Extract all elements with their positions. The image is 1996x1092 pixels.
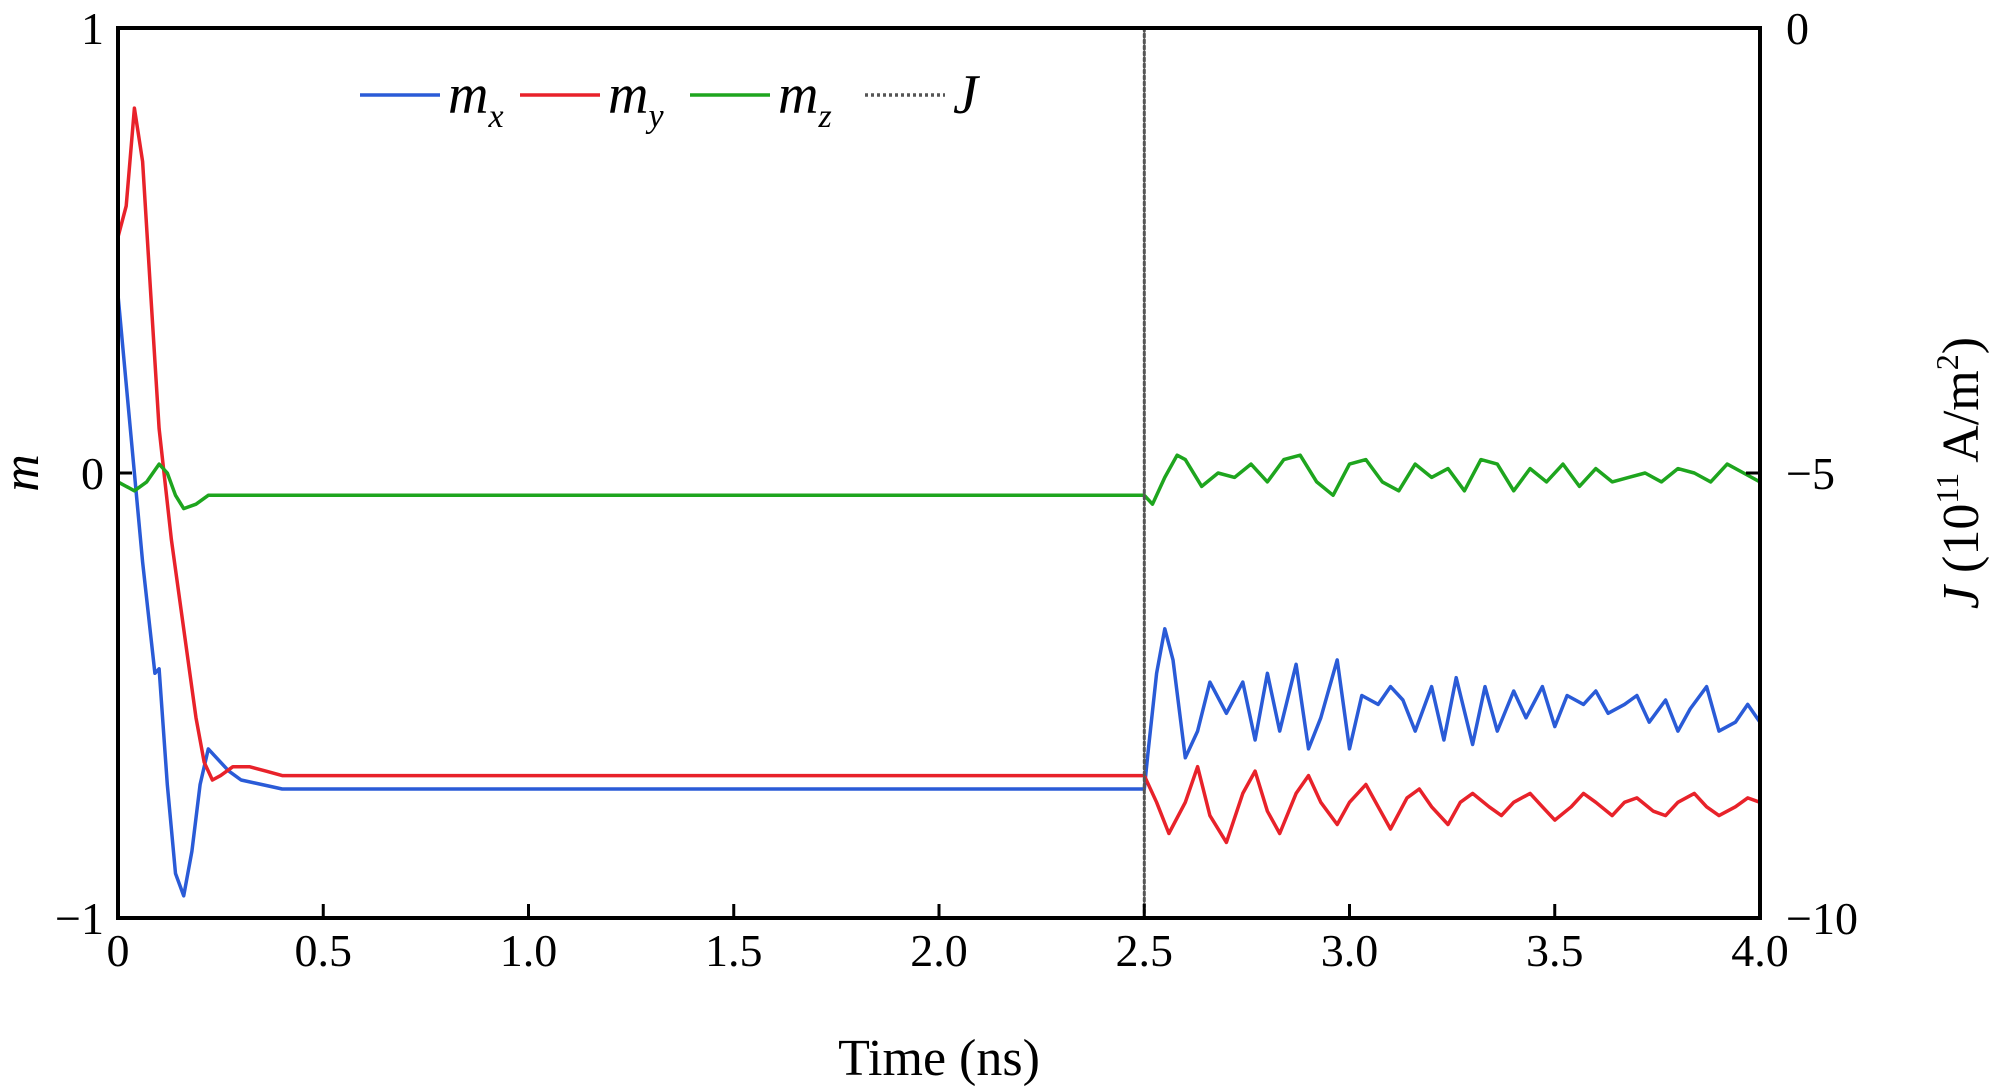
y-right-tick-label: −10 bbox=[1786, 893, 1858, 944]
ticks-layer bbox=[116, 26, 1762, 920]
y-tick-label: 1 bbox=[81, 3, 104, 54]
legend: mx my mz J bbox=[360, 64, 981, 135]
y-right-axis-title: J (1011 A/m2) bbox=[1929, 337, 1990, 609]
y-axis-title: m bbox=[0, 454, 50, 492]
series-line-mz bbox=[116, 453, 1762, 511]
y-right-title-unit-exp: 2 bbox=[1929, 354, 1965, 370]
y-tick-label: 0 bbox=[81, 448, 104, 499]
series-layer bbox=[116, 26, 1762, 920]
plot-frame bbox=[116, 26, 1762, 920]
x-tick-label: 3.0 bbox=[1321, 925, 1379, 976]
series-line-mx bbox=[116, 293, 1762, 898]
y-right-tick-label: 0 bbox=[1786, 3, 1809, 54]
x-tick-label: 4.0 bbox=[1731, 925, 1789, 976]
x-tick-label: 0 bbox=[107, 925, 130, 976]
x-tick-label: 2.5 bbox=[1116, 925, 1174, 976]
tick-labels-layer: 0 0.5 1.0 1.5 2.0 2.5 3.0 3.5 4.0−101−10−50 bbox=[55, 3, 1858, 976]
legend-label-mz: mz bbox=[778, 64, 832, 135]
x-tick-label: 3.5 bbox=[1526, 925, 1584, 976]
legend-label-mx: mx bbox=[448, 64, 504, 135]
y-right-title-close: ) bbox=[1933, 337, 1990, 354]
x-tick-label: 0.5 bbox=[295, 925, 353, 976]
y-right-title-text: (10 bbox=[1933, 504, 1990, 586]
x-tick-label: 1.0 bbox=[500, 925, 558, 976]
y-right-tick-label: −5 bbox=[1786, 448, 1835, 499]
x-tick-label: 1.5 bbox=[705, 925, 763, 976]
legend-label-J: J bbox=[953, 64, 981, 126]
x-axis-title: Time (ns) bbox=[838, 1030, 1040, 1087]
x-tick-label: 2.0 bbox=[910, 925, 968, 976]
series-line-my bbox=[116, 106, 1762, 845]
y-right-title-exp: 11 bbox=[1929, 473, 1965, 504]
legend-label-my: my bbox=[608, 64, 664, 135]
y-right-title-unit: A/m bbox=[1933, 370, 1990, 473]
y-right-title-symbol: J bbox=[1933, 583, 1990, 609]
y-tick-label: −1 bbox=[55, 893, 104, 944]
